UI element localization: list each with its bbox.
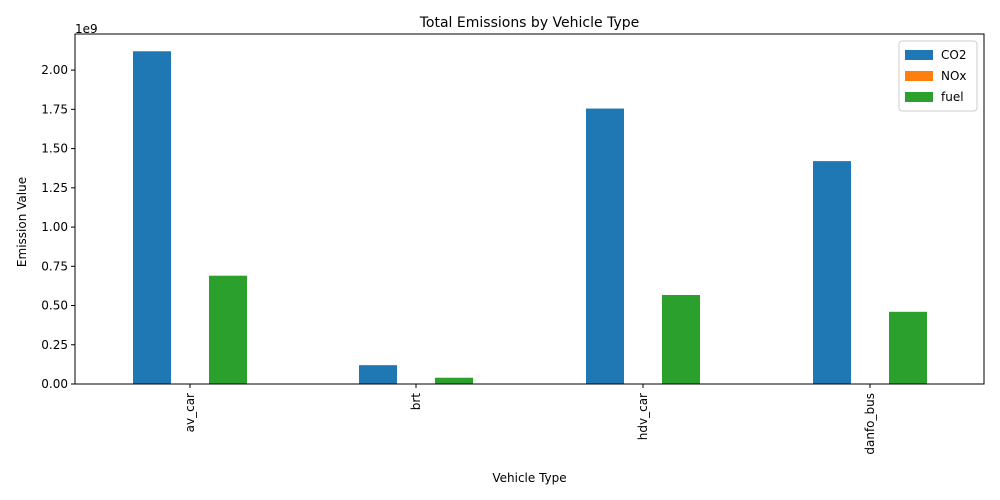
bar-fuel-brt <box>435 377 473 384</box>
y-tick-label: 0.50 <box>41 299 68 313</box>
bar-co2-hdv_car <box>586 108 624 384</box>
y-axis-scale-label: 1e9 <box>75 22 98 36</box>
y-tick-label: 0.00 <box>41 377 68 391</box>
bar-co2-brt <box>359 365 397 384</box>
legend-swatch-nox <box>905 71 933 81</box>
y-tick-label: 0.75 <box>41 259 68 273</box>
chart-title: Total Emissions by Vehicle Type <box>419 15 639 31</box>
bar-fuel-hdv_car <box>662 295 700 384</box>
plot-frame <box>74 33 985 385</box>
y-tick-label: 2.00 <box>41 63 68 77</box>
legend-swatch-co2 <box>905 50 933 60</box>
y-tick-label: 1.25 <box>41 181 68 195</box>
y-tick-label: 1.75 <box>41 102 68 116</box>
x-tick-label-hdv_car: hdv_car <box>636 393 650 440</box>
bar-fuel-danfo_bus <box>889 311 927 384</box>
y-tick-label: 1.50 <box>41 142 68 156</box>
bar-co2-av_car <box>133 51 171 384</box>
y-tick-label: 1.00 <box>41 220 68 234</box>
bar-fuel-av_car <box>209 275 247 384</box>
legend: CO2 NOx fuel <box>898 40 978 112</box>
y-tick-label: 0.25 <box>41 338 68 352</box>
y-axis-label: Emission Value <box>15 177 29 267</box>
legend-swatch-fuel <box>905 92 933 102</box>
x-tick-label-danfo_bus: danfo_bus <box>863 393 877 455</box>
bars-group <box>133 51 927 384</box>
legend-label-fuel: fuel <box>941 90 964 104</box>
legend-label-co2: CO2 <box>941 48 966 62</box>
x-tick-label-av_car: av_car <box>183 393 197 432</box>
bar-co2-danfo_bus <box>813 161 851 384</box>
x-axis: av_car brt hdv_car danfo_bus <box>183 384 877 455</box>
x-axis-label: Vehicle Type <box>492 471 566 485</box>
legend-label-nox: NOx <box>941 69 967 83</box>
y-axis: 0.00 0.25 0.50 0.75 1.00 1.25 1.50 1.75 2.00 <box>41 63 75 391</box>
x-tick-label-brt: brt <box>409 393 423 411</box>
